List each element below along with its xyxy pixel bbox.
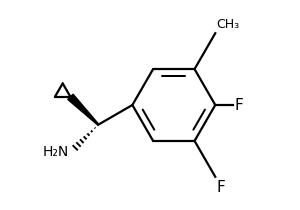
Polygon shape bbox=[68, 94, 99, 125]
Text: H₂N: H₂N bbox=[43, 145, 69, 159]
Text: F: F bbox=[235, 97, 243, 113]
Text: F: F bbox=[216, 180, 225, 195]
Text: CH₃: CH₃ bbox=[216, 18, 239, 31]
